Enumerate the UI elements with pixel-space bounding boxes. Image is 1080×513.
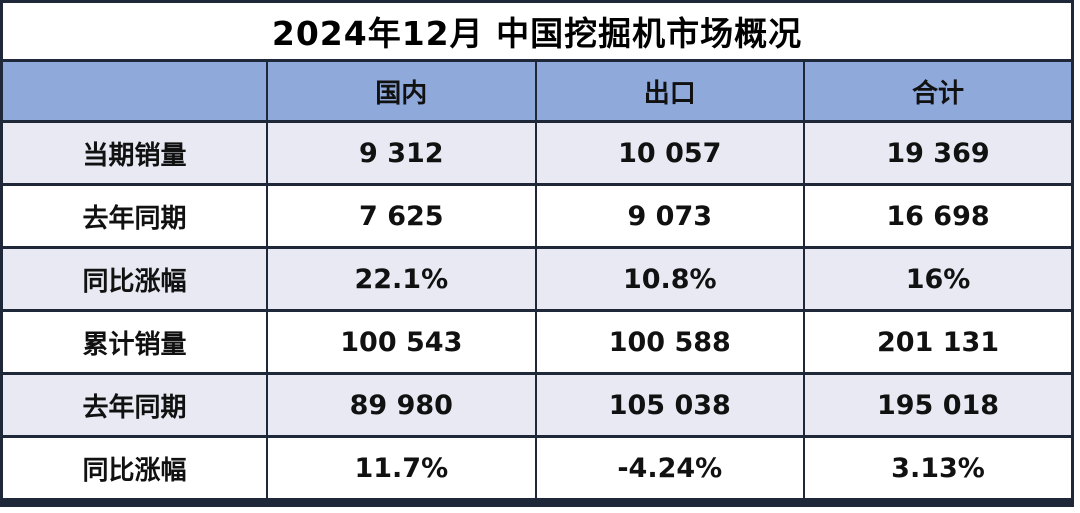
column-header-empty bbox=[0, 59, 269, 123]
cell-value: 7 625 bbox=[266, 183, 537, 249]
row-label: 累计销量 bbox=[0, 309, 269, 375]
column-header-export: 出口 bbox=[534, 59, 806, 123]
cell-value: 195 018 bbox=[803, 372, 1074, 438]
column-header-domestic: 国内 bbox=[266, 59, 537, 123]
cell-value: 11.7% bbox=[266, 435, 537, 504]
cell-value: -4.24% bbox=[534, 435, 806, 504]
cell-value: 105 038 bbox=[534, 372, 806, 438]
cell-value: 9 312 bbox=[266, 120, 537, 186]
table-row: 当期销量 9 312 10 057 19 369 bbox=[0, 120, 1074, 186]
row-label: 去年同期 bbox=[0, 372, 269, 438]
cell-value: 10.8% bbox=[534, 246, 806, 312]
row-label: 同比涨幅 bbox=[0, 246, 269, 312]
row-label: 去年同期 bbox=[0, 183, 269, 249]
page-title: 2024年12月 中国挖掘机市场概况 bbox=[0, 0, 1074, 62]
cell-value: 16% bbox=[803, 246, 1074, 312]
cell-value: 100 543 bbox=[266, 309, 537, 375]
table-row: 去年同期 89 980 105 038 195 018 bbox=[0, 372, 1074, 438]
cell-value: 89 980 bbox=[266, 372, 537, 438]
cell-value: 22.1% bbox=[266, 246, 537, 312]
title-row: 2024年12月 中国挖掘机市场概况 bbox=[0, 0, 1074, 62]
column-header-row: 国内 出口 合计 bbox=[0, 59, 1074, 123]
cell-value: 9 073 bbox=[534, 183, 806, 249]
cell-value: 100 588 bbox=[534, 309, 806, 375]
column-header-total: 合计 bbox=[803, 59, 1074, 123]
row-label: 同比涨幅 bbox=[0, 435, 269, 504]
cell-value: 3.13% bbox=[803, 435, 1074, 504]
table-row: 同比涨幅 22.1% 10.8% 16% bbox=[0, 246, 1074, 312]
table-row: 同比涨幅 11.7% -4.24% 3.13% bbox=[0, 435, 1074, 504]
cell-value: 201 131 bbox=[803, 309, 1074, 375]
table-row: 去年同期 7 625 9 073 16 698 bbox=[0, 183, 1074, 249]
cell-value: 19 369 bbox=[803, 120, 1074, 186]
cell-value: 10 057 bbox=[534, 120, 806, 186]
row-label: 当期销量 bbox=[0, 120, 269, 186]
table-row: 累计销量 100 543 100 588 201 131 bbox=[0, 309, 1074, 375]
cell-value: 16 698 bbox=[803, 183, 1074, 249]
